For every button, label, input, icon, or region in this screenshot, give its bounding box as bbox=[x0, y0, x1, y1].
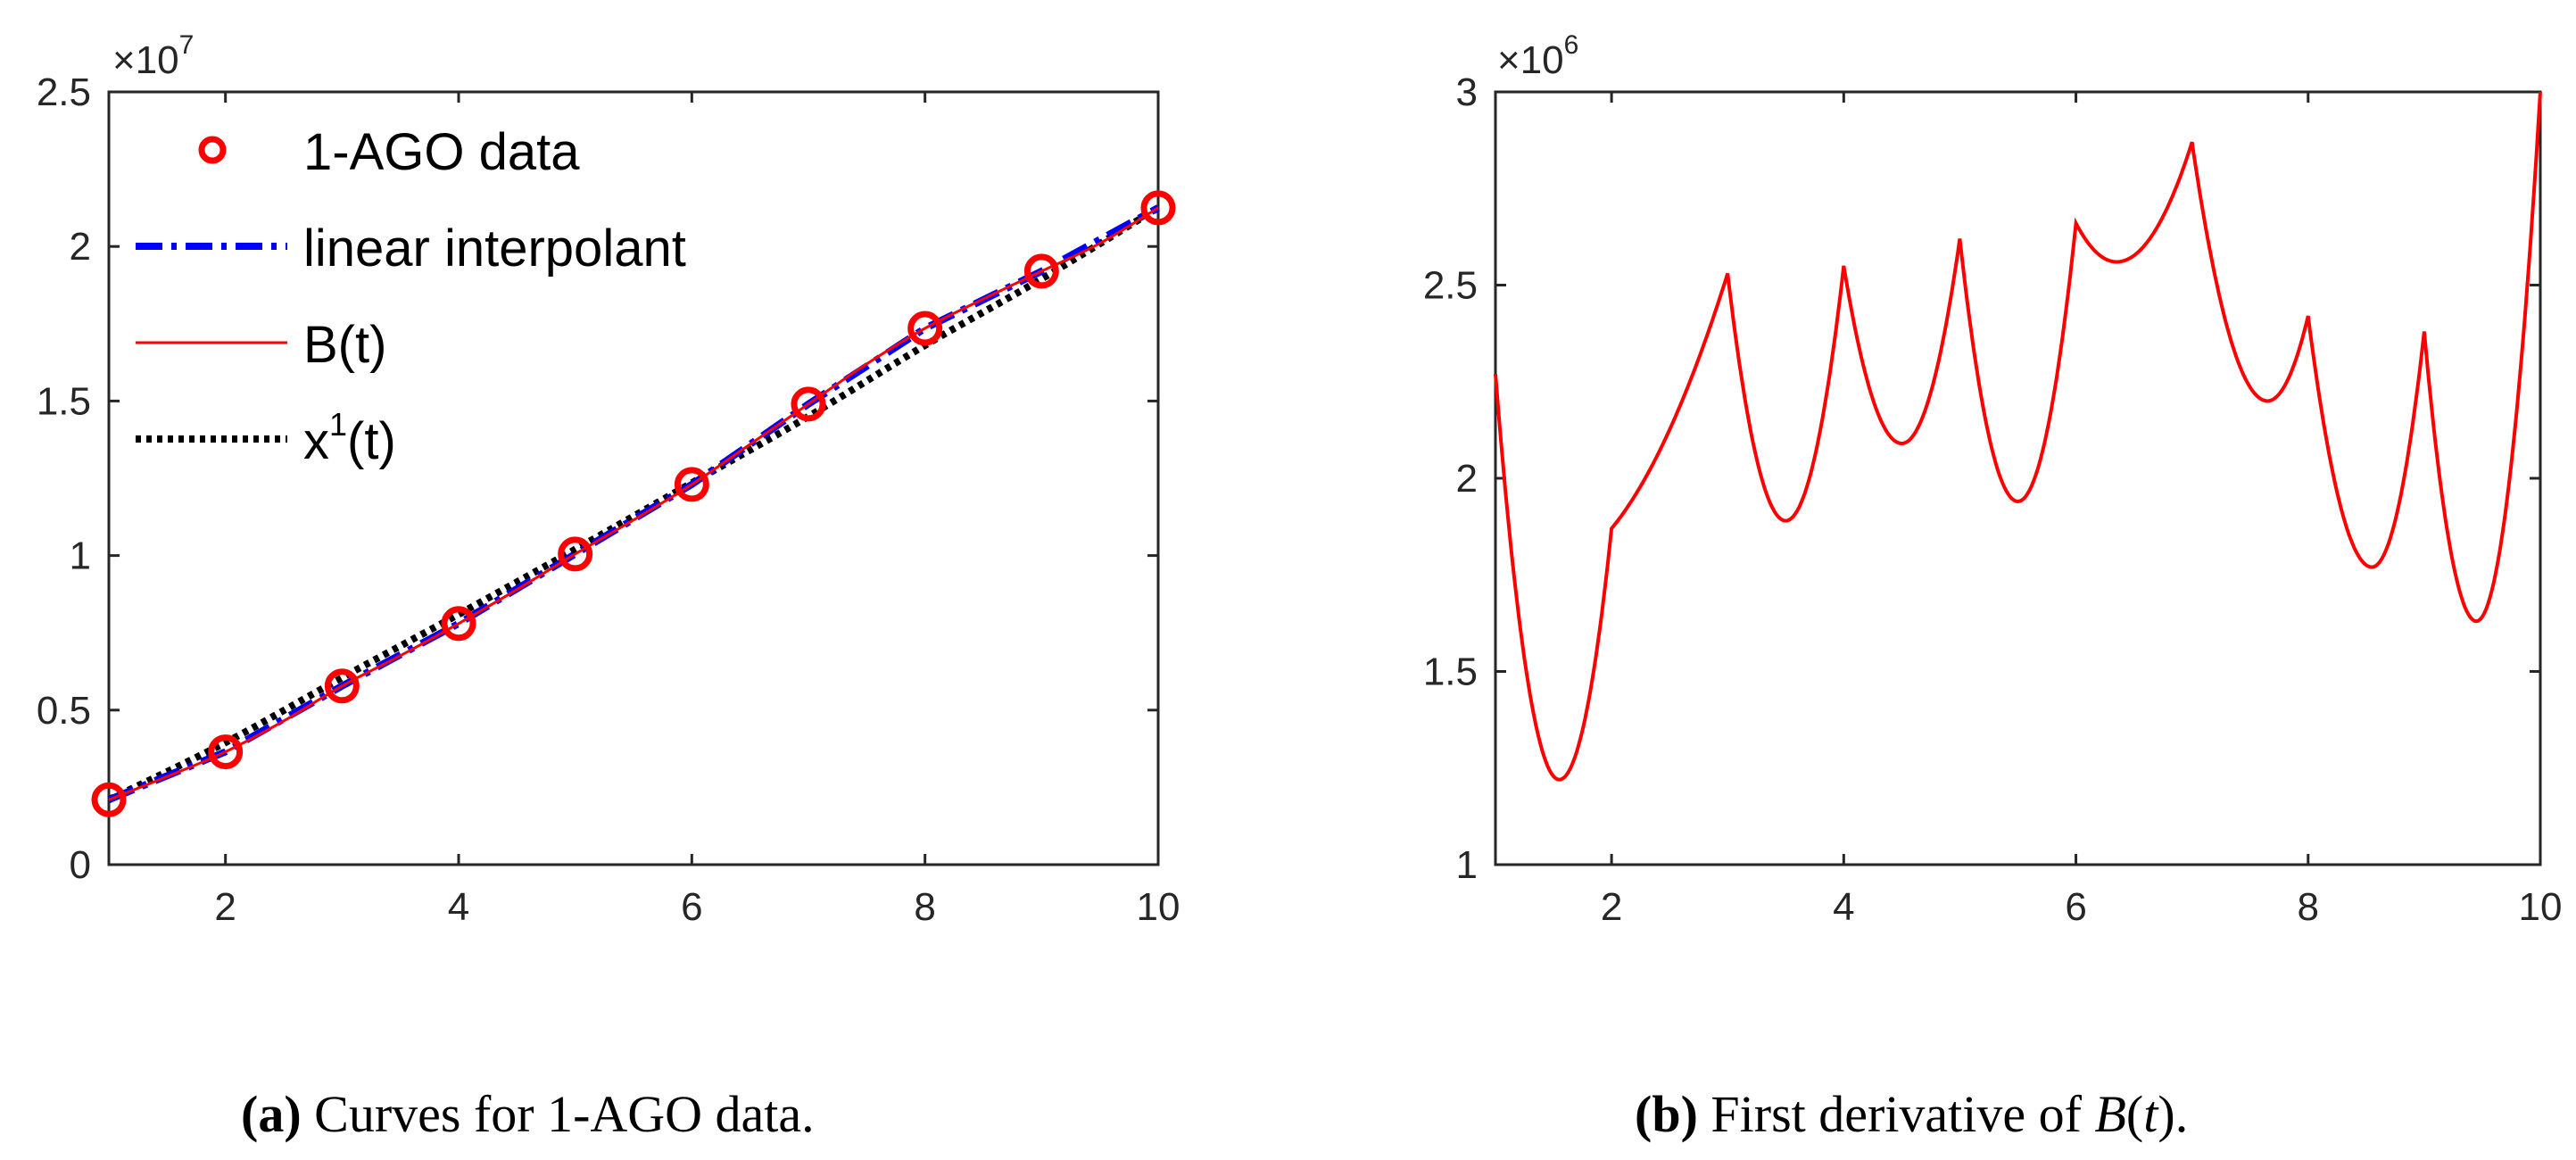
legend-marker-1ago bbox=[198, 136, 227, 164]
chart-a: 2 4 6 8 10 0 0.5 1 1.5 2 2.5 ×107 1-AGO data linea… bbox=[37, 30, 1180, 929]
data-point-1ago bbox=[674, 467, 709, 502]
caption-b-paren-close: ) bbox=[2158, 1085, 2175, 1143]
x-tick-label: 6 bbox=[681, 885, 702, 929]
y-tick-label: 1.5 bbox=[37, 379, 91, 423]
data-point-1ago bbox=[1023, 253, 1059, 289]
caption-b-math: B bbox=[2094, 1085, 2126, 1143]
y-tick-label: 2 bbox=[1456, 457, 1478, 501]
legend-label-bt: B(t) bbox=[303, 316, 386, 374]
x-tick-label: 10 bbox=[2519, 885, 2563, 929]
x-tick-label: 4 bbox=[1833, 885, 1854, 929]
y-tick-label: 1 bbox=[70, 534, 91, 578]
y-tick-label: 3 bbox=[1456, 70, 1478, 114]
data-point-1ago bbox=[208, 734, 244, 770]
x-tick-label: 2 bbox=[1601, 885, 1622, 929]
chart-b-plot-area bbox=[1494, 90, 2542, 866]
caption-b-label: (b) bbox=[1635, 1085, 1698, 1143]
data-point-1ago bbox=[441, 606, 476, 642]
caption-b-arg: t bbox=[2143, 1085, 2158, 1143]
y-tick-label: 0.5 bbox=[37, 689, 91, 733]
x-tick-label: 10 bbox=[1137, 885, 1180, 929]
y-tick-label: 1 bbox=[1456, 843, 1478, 887]
series-derivative-line bbox=[1494, 91, 2542, 782]
caption-a-label: (a) bbox=[241, 1085, 302, 1143]
caption-a-text: Curves for 1-AGO data. bbox=[301, 1085, 815, 1143]
y-tick-label: 2.5 bbox=[1423, 264, 1478, 308]
series-x1t-line bbox=[107, 204, 1161, 803]
chart-a-y-multiplier: ×107 bbox=[112, 30, 194, 82]
chart-b: 2 4 6 8 10 1 1.5 2 2.5 3 ×106 bbox=[1423, 30, 2563, 929]
chart-a-series bbox=[91, 190, 1176, 817]
legend-label-1ago: 1-AGO data bbox=[303, 123, 580, 181]
x-tick-label: 8 bbox=[914, 885, 935, 929]
x-tick-label: 4 bbox=[448, 885, 469, 929]
legend-label-linear: linear interpolant bbox=[303, 220, 686, 278]
data-point-1ago bbox=[324, 668, 360, 704]
chart-a-ticks bbox=[109, 90, 1160, 866]
data-point-1ago bbox=[558, 536, 593, 572]
y-tick-label: 0 bbox=[70, 843, 91, 887]
x-tick-label: 6 bbox=[2065, 885, 2086, 929]
chart-a-tick-labels: 2 4 6 8 10 0 0.5 1 1.5 2 2.5 bbox=[37, 70, 1180, 929]
chart-b-series bbox=[1494, 91, 2542, 782]
x-tick-label: 8 bbox=[2298, 885, 2319, 929]
y-tick-label: 2 bbox=[70, 225, 91, 269]
y-tick-label: 1.5 bbox=[1423, 650, 1478, 694]
data-point-1ago bbox=[1140, 190, 1176, 226]
x-tick-label: 2 bbox=[214, 885, 236, 929]
legend-label-x1t: x1(t) bbox=[303, 406, 396, 470]
caption-b: (b) First derivative of B(t). bbox=[1635, 1084, 2188, 1144]
chart-a-legend: 1-AGO data linear interpolant B(t) x1(t) bbox=[136, 123, 686, 470]
caption-b-end: . bbox=[2174, 1085, 2189, 1143]
caption-b-paren-open: ( bbox=[2125, 1085, 2144, 1143]
series-bt-line bbox=[108, 206, 1159, 801]
caption-a: (a) Curves for 1-AGO data. bbox=[241, 1084, 815, 1144]
y-tick-label: 2.5 bbox=[37, 70, 91, 114]
data-point-1ago bbox=[91, 782, 127, 817]
data-point-1ago bbox=[791, 386, 826, 422]
chart-a-plot-area bbox=[107, 90, 1160, 866]
chart-b-y-multiplier: ×106 bbox=[1497, 30, 1578, 82]
data-point-1ago bbox=[907, 311, 943, 346]
chart-b-tick-labels: 2 4 6 8 10 1 1.5 2 2.5 3 bbox=[1423, 70, 2563, 929]
caption-b-text: First derivative of bbox=[1697, 1085, 2095, 1143]
